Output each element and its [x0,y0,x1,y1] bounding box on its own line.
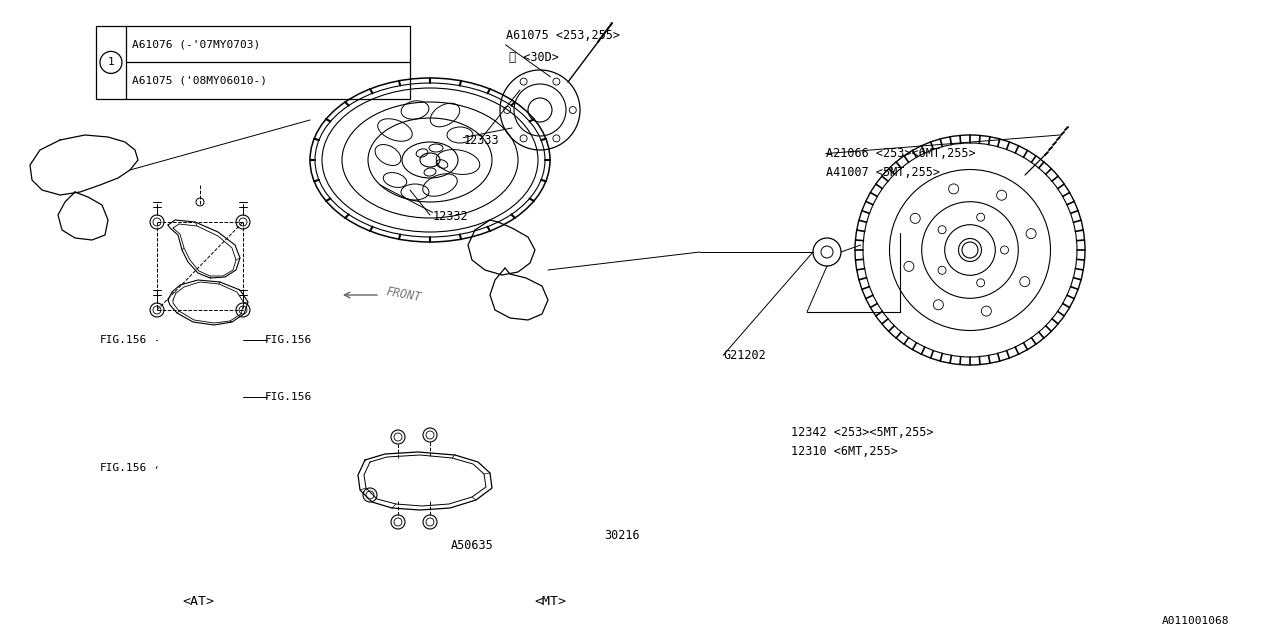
Text: <AT>: <AT> [183,595,215,608]
Text: ① <30D>: ① <30D> [509,51,559,64]
Text: 12332: 12332 [433,210,468,223]
Text: G21202: G21202 [723,349,765,362]
Text: FIG.156: FIG.156 [265,335,312,346]
Text: A61075 <253,255>: A61075 <253,255> [506,29,620,42]
Text: FIG.156: FIG.156 [100,463,147,474]
Text: <MT>: <MT> [535,595,567,608]
Text: A50635: A50635 [451,539,493,552]
Text: 12333: 12333 [463,134,499,147]
Text: 12342 <253><5MT,255>: 12342 <253><5MT,255> [791,426,933,438]
Text: A41007 <5MT,255>: A41007 <5MT,255> [826,166,940,179]
Text: FIG.156: FIG.156 [100,335,147,346]
Text: 1: 1 [108,58,114,67]
Text: A61076 (-'07MY0703): A61076 (-'07MY0703) [132,39,260,49]
Text: A21066 <253><6MT,255>: A21066 <253><6MT,255> [826,147,975,160]
Text: A011001068: A011001068 [1162,616,1230,626]
Text: FRONT: FRONT [385,285,422,305]
Text: 30216: 30216 [604,529,640,542]
Text: A61075 ('08MY06010-): A61075 ('08MY06010-) [132,76,268,86]
Text: FIG.156: FIG.156 [265,392,312,402]
Text: 12310 <6MT,255>: 12310 <6MT,255> [791,445,897,458]
Bar [96,26,410,99]
